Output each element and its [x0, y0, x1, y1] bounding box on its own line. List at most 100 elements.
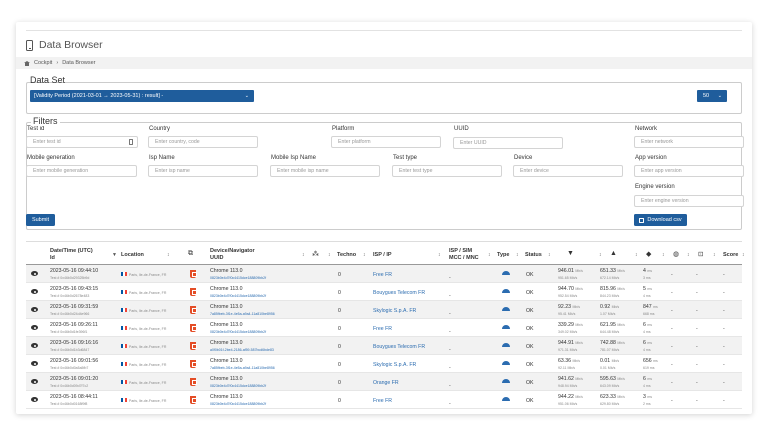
- chevron-down-icon: ⌄: [244, 93, 249, 99]
- th-score[interactable]: Score: [723, 252, 739, 258]
- row-uuid[interactable]: 0823b0e4d7f0c4415dce188809bb2f: [210, 402, 267, 406]
- sort-icon[interactable]: ↕: [713, 252, 716, 258]
- upload-value: 0.01: [600, 358, 611, 364]
- period-select[interactable]: [Validity Period (2021-03-01 → 2023-05-3…: [30, 90, 254, 102]
- sort-icon[interactable]: ↕: [363, 252, 366, 258]
- row-ping: 656 ms: [643, 358, 658, 364]
- row-uuid[interactable]: 7a85fbeb-3f1e-4e5a-a9a4-11a810be8956: [210, 312, 275, 316]
- row-col-code: -: [696, 272, 698, 278]
- th-datetime[interactable]: Date/Time (UTC) Id: [50, 248, 93, 262]
- page-title: Data Browser: [39, 39, 103, 51]
- eye-icon[interactable]: [31, 379, 38, 384]
- row-col-code: -: [696, 380, 698, 386]
- table-row[interactable]: 2023-05-16 09:01:56 Test # 0x46b0d0a5a5f…: [26, 355, 742, 373]
- row-uuid[interactable]: 0823b0e4d7f0c4415dce188809bb2f: [210, 384, 267, 388]
- th-isp-ip[interactable]: ISP / IP: [373, 252, 392, 258]
- submit-button[interactable]: Submit: [26, 214, 55, 226]
- sort-icon[interactable]: ↕: [328, 252, 331, 258]
- th-location[interactable]: Location: [121, 252, 144, 258]
- platform-input[interactable]: Enter platform: [331, 136, 441, 148]
- isp-name-input[interactable]: Enter isp name: [148, 165, 258, 177]
- row-test-id[interactable]: Test # 0x46b0d2678e483: [50, 294, 90, 298]
- row-isp[interactable]: Skylogic S.p.A. FR: [373, 308, 417, 314]
- uuid-input[interactable]: Enter UUID: [453, 137, 563, 149]
- ping-value: 656: [643, 358, 652, 364]
- row-test-id[interactable]: Test # 0x46b0d1b3d6847: [50, 348, 90, 352]
- filters-title: Filters: [31, 116, 60, 126]
- row-test-id[interactable]: Test # 0x46b0d0168f9f8: [50, 402, 88, 406]
- breadcrumb-home[interactable]: Cockpit: [34, 60, 53, 66]
- row-isp[interactable]: Free FR: [373, 272, 393, 278]
- row-isp[interactable]: Skylogic S.p.A. FR: [373, 362, 417, 368]
- engine-version-input[interactable]: Enter engine version: [634, 195, 744, 207]
- sort-icon[interactable]: ↕: [488, 252, 491, 258]
- eye-icon[interactable]: [31, 289, 38, 294]
- row-test-id[interactable]: Test # 0x46b0d1fe396f1: [50, 330, 88, 334]
- test-type-input[interactable]: Enter test type: [392, 165, 502, 177]
- row-ping: 847 ms: [643, 304, 658, 310]
- page-size-select[interactable]: 50 ⌄: [697, 90, 727, 102]
- row-isp[interactable]: Free FR: [373, 398, 393, 404]
- table-row[interactable]: 2023-05-16 09:01:20 Test # 0x46b0d09d7f7…: [26, 373, 742, 391]
- sort-icon[interactable]: ↕: [167, 252, 170, 258]
- country-input[interactable]: Enter country, code: [148, 136, 258, 148]
- row-status: OK: [526, 290, 534, 296]
- row-uuid[interactable]: 0823b0e4d7f0c4415dce188809bb2f: [210, 330, 267, 334]
- row-download: 944.91 Mb/s: [558, 340, 583, 346]
- sort-icon[interactable]: ↕: [635, 252, 638, 258]
- sort-icon[interactable]: ↕: [516, 252, 519, 258]
- device-input[interactable]: Enter device: [513, 165, 623, 177]
- row-isp[interactable]: Orange FR: [373, 380, 399, 386]
- sort-icon[interactable]: ↕: [548, 252, 551, 258]
- row-upload: 651.33 Mb/s: [600, 268, 625, 274]
- sort-desc-icon[interactable]: ▼: [112, 252, 117, 258]
- network-input[interactable]: Enter network: [634, 136, 744, 148]
- app-version-input[interactable]: Enter app version: [634, 165, 744, 177]
- row-download-sub: 951.65 Mb/s: [558, 276, 578, 280]
- row-uuid[interactable]: a0f0b01f-2be4-2186-af59-587bcd6bde83: [210, 348, 274, 352]
- row-isp[interactable]: Bouygues Telecom FR: [373, 344, 426, 350]
- table-row[interactable]: 2023-05-16 09:31:59 Test # 0x46b0d24d4e9…: [26, 301, 742, 319]
- row-test-id[interactable]: Test # 0x46b0d09d7f7c2: [50, 384, 89, 388]
- mobile-generation-input[interactable]: Enter mobile generation: [26, 165, 137, 177]
- clip-icon[interactable]: [129, 139, 133, 145]
- sort-icon[interactable]: ↕: [599, 252, 602, 258]
- mobile-isp-name-input[interactable]: Enter mobile isp name: [270, 165, 380, 177]
- sort-icon[interactable]: ↕: [302, 252, 305, 258]
- row-test-id[interactable]: Test # 0x46b0d24d4e966: [50, 312, 90, 316]
- eye-icon[interactable]: [31, 361, 38, 366]
- table-row[interactable]: 2023-05-16 09:16:16 Test # 0x46b0d1b3d68…: [26, 337, 742, 355]
- table-row[interactable]: 2023-05-16 09:26:11 Test # 0x46b0d1fe396…: [26, 319, 742, 337]
- test-id-input[interactable]: Enter test id: [26, 136, 138, 148]
- row-uuid[interactable]: 0823b0e4d7f0c4415dce188809bb2f: [210, 276, 267, 280]
- row-test-id[interactable]: Test # 0x46b0d0a5a5fb7: [50, 366, 89, 370]
- th-status[interactable]: Status: [525, 252, 542, 258]
- row-uuid[interactable]: 7a85fbeb-3f1e-4e5a-a9a4-11a810be8956: [210, 366, 275, 370]
- page-header: Data Browser: [26, 38, 103, 52]
- table-row[interactable]: 2023-05-16 08:44:11 Test # 0x46b0d0168f9…: [26, 391, 742, 409]
- row-status: OK: [526, 380, 534, 386]
- row-uuid[interactable]: 0823b0e4d7f0c4415dce188809bb2f: [210, 294, 267, 298]
- country-label: Country: [149, 126, 171, 132]
- row-isp-sim: -: [449, 401, 451, 407]
- sort-icon[interactable]: ↕: [438, 252, 441, 258]
- eye-icon[interactable]: [31, 343, 38, 348]
- table-row[interactable]: 2023-05-16 09:44:10 Test # 0x46b0d29325b…: [26, 265, 742, 283]
- th-device[interactable]: Device/Navigator UUID: [210, 248, 255, 262]
- row-upload: 0.01 Mb/s: [600, 358, 619, 364]
- eye-icon[interactable]: [31, 271, 38, 276]
- th-type[interactable]: Type: [497, 252, 510, 258]
- eye-icon[interactable]: [31, 325, 38, 330]
- row-isp[interactable]: Free FR: [373, 326, 393, 332]
- row-test-id[interactable]: Test # 0x46b0d29325b9d: [50, 276, 90, 280]
- download-csv-button[interactable]: Download csv: [634, 214, 687, 226]
- th-techno[interactable]: Techno: [337, 252, 357, 258]
- eye-icon[interactable]: [31, 307, 38, 312]
- sort-icon[interactable]: ↕: [662, 252, 665, 258]
- sort-icon[interactable]: ↕: [742, 252, 745, 258]
- row-isp[interactable]: Bouygues Telecom FR: [373, 290, 426, 296]
- sort-icon[interactable]: ↕: [687, 252, 690, 258]
- table-row[interactable]: 2023-05-16 09:43:15 Test # 0x46b0d2678e4…: [26, 283, 742, 301]
- eye-icon[interactable]: [31, 397, 38, 402]
- th-isp-sim[interactable]: ISP / SIM MCC / MNC: [449, 248, 479, 262]
